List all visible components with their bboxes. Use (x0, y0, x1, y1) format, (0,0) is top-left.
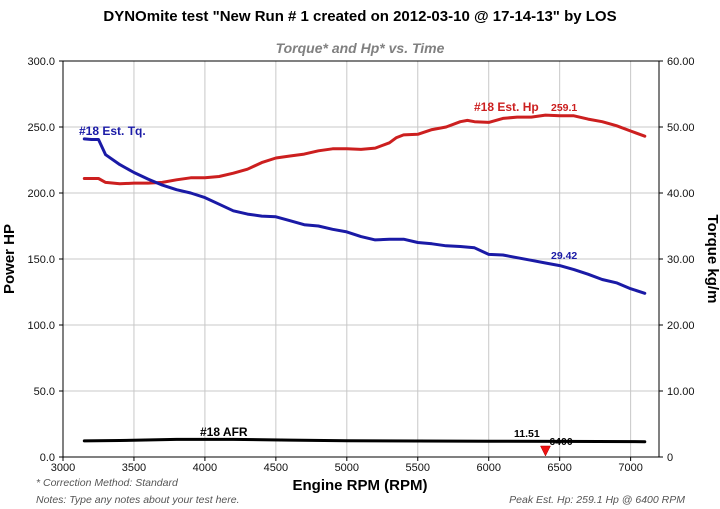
x-tick-label: 6000 (476, 462, 500, 474)
y-right-tick-label: 20.00 (667, 320, 695, 332)
x-tick-label: 3000 (51, 462, 75, 474)
hp-series-line (82, 113, 647, 186)
x-tick-label: 4000 (193, 462, 217, 474)
y-right-tick-label: 60.00 (667, 56, 695, 68)
y-left-tick-label: 250.0 (27, 122, 55, 134)
peak-marker-label: 6400 (549, 436, 573, 448)
afr-series-label: #18 AFR (200, 425, 248, 439)
y-right-axis-ticks: 0 10.00 20.00 30.00 40.00 50.00 60.00 (659, 56, 695, 464)
torque-series-label: #18 Est. Tq. (79, 124, 146, 138)
y-right-tick-label: 30.00 (667, 254, 695, 266)
peak-hp-note: Peak Est. Hp: 259.1 Hp @ 6400 RPM (509, 494, 685, 506)
torque-series-line (82, 137, 647, 295)
x-tick-label: 4500 (264, 462, 288, 474)
test-notes: Notes: Type any notes about your test he… (36, 494, 240, 506)
x-tick-label: 3500 (122, 462, 146, 474)
x-axis-ticks: 3000 3500 4000 4500 5000 5500 6000 6500 7000 (51, 457, 643, 474)
y-right-tick-label: 50.00 (667, 122, 695, 134)
x-tick-label: 5500 (406, 462, 430, 474)
chart-subtitle: Torque* and Hp* vs. Time (276, 40, 445, 56)
y-right-tick-label: 0 (667, 452, 673, 464)
y-left-axis-label: Power HP (1, 224, 18, 294)
x-tick-label: 6500 (547, 462, 571, 474)
y-left-tick-label: 0.0 (40, 452, 55, 464)
x-axis-label: Engine RPM (RPM) (293, 477, 428, 494)
y-left-tick-label: 200.0 (27, 188, 55, 200)
chart-title: DYNOmite test "New Run # 1 created on 20… (103, 8, 616, 25)
grid (62, 60, 659, 458)
afr-series-line (82, 437, 647, 444)
correction-method-note: * Correction Method: Standard (36, 477, 179, 489)
torque-value-label: 29.42 (551, 250, 577, 262)
y-left-tick-label: 300.0 (27, 56, 55, 68)
y-left-tick-label: 150.0 (27, 254, 55, 266)
hp-series-label: #18 Est. Hp (474, 100, 539, 114)
afr-value-label: 11.51 (514, 428, 540, 440)
y-left-axis-ticks: 0.0 50.0 100.0 150.0 200.0 250.0 300.0 (27, 56, 63, 464)
x-tick-label: 7000 (618, 462, 642, 474)
series-lines (82, 113, 647, 444)
hp-value-label: 259.1 (551, 102, 577, 114)
x-tick-label: 5000 (335, 462, 359, 474)
y-right-tick-label: 40.00 (667, 188, 695, 200)
y-right-tick-label: 10.00 (667, 386, 695, 398)
y-left-tick-label: 100.0 (27, 320, 55, 332)
y-left-tick-label: 50.0 (34, 386, 55, 398)
peak-marker-triangle (540, 445, 551, 457)
y-right-axis-label: Torque kg/m (704, 215, 720, 304)
